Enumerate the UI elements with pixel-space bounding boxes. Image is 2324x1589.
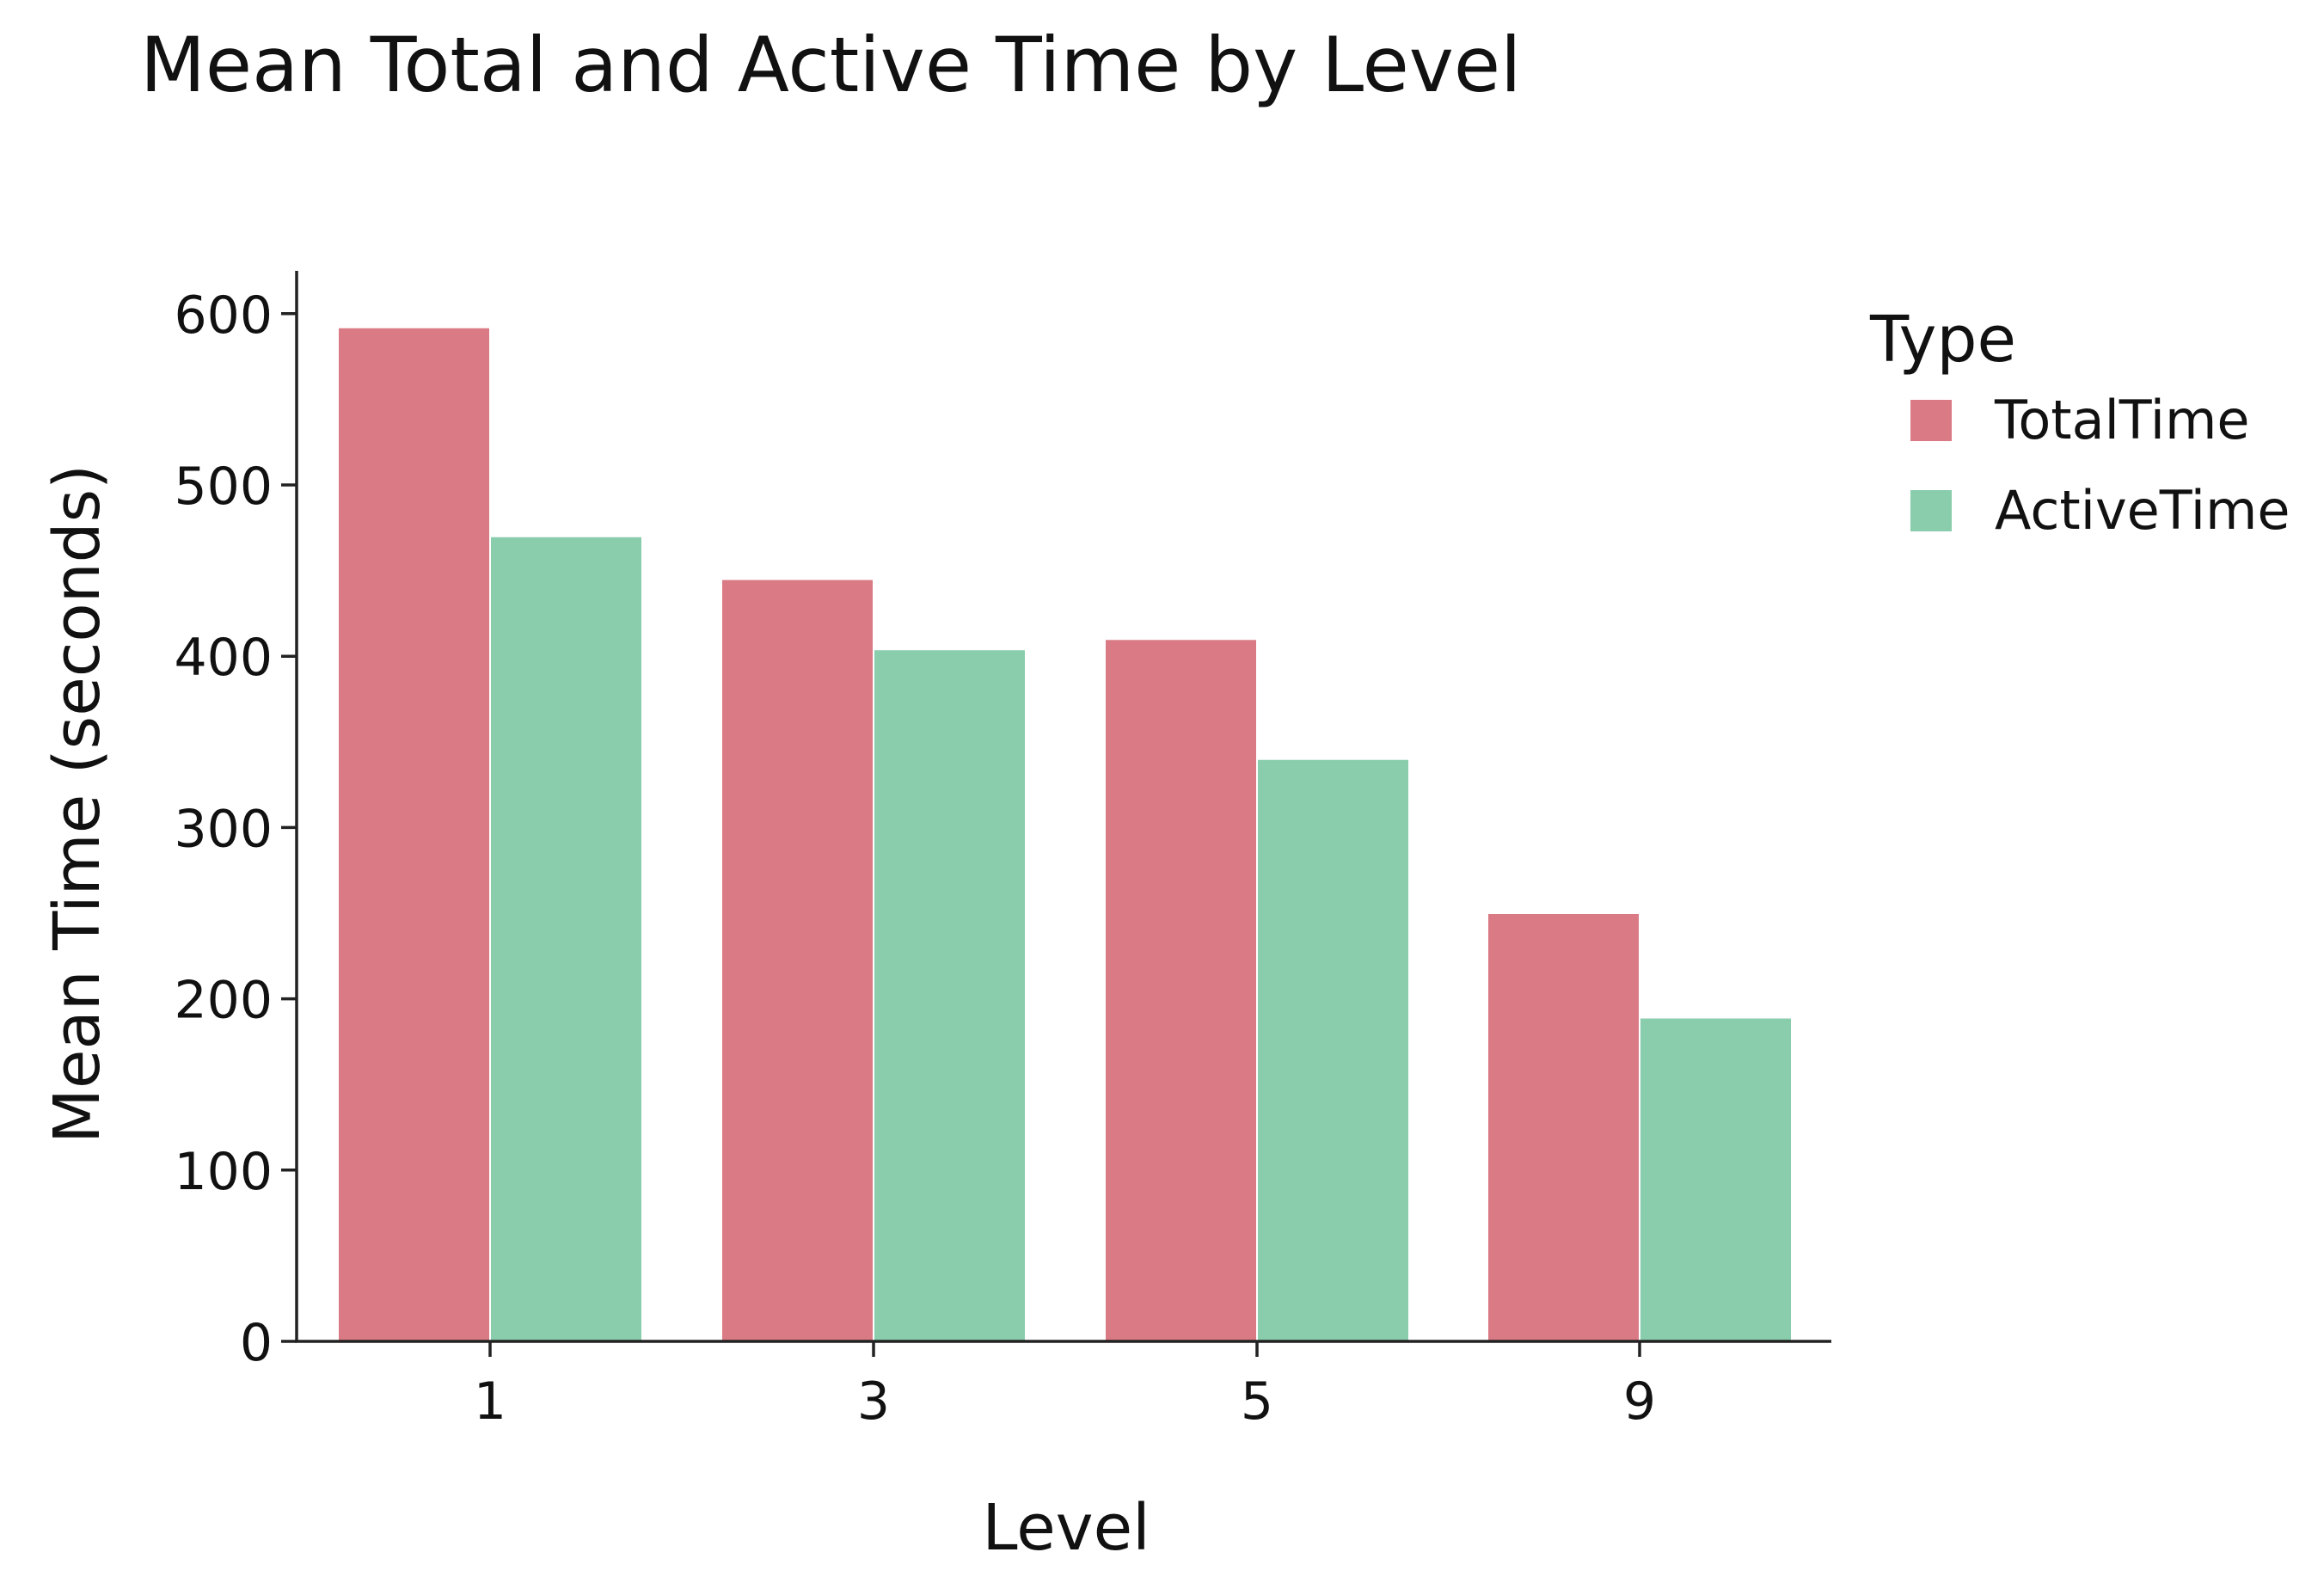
bar-totaltime-level-5 — [1104, 638, 1258, 1342]
legend-swatch-totaltime — [1910, 400, 1952, 441]
axes-layer — [295, 271, 1831, 1343]
y-axis-label: Mean Time (seconds) — [40, 464, 114, 1144]
legend: Type TotalTime ActiveTime — [1869, 303, 2290, 542]
y-tick-label: 500 — [174, 457, 273, 517]
legend-swatch-activetime — [1910, 490, 1952, 531]
y-tick-label: 0 — [240, 1313, 273, 1373]
bar-totaltime-level-9 — [1487, 912, 1640, 1342]
bar-totaltime-level-3 — [721, 578, 874, 1342]
bar-totaltime-level-1 — [337, 326, 491, 1343]
x-tick-label: 3 — [857, 1371, 890, 1432]
legend-label-activetime: ActiveTime — [1995, 479, 2290, 542]
y-tick-label: 200 — [174, 971, 273, 1031]
bars-layer — [337, 326, 1793, 1343]
ticks-layer: 0 100 200 300 400 500 600 1 3 5 9 — [174, 285, 1656, 1432]
x-tick-label: 9 — [1623, 1371, 1656, 1432]
x-tick-label: 1 — [474, 1371, 506, 1432]
y-tick-label: 600 — [174, 285, 273, 346]
x-axis-label: Level — [982, 1491, 1150, 1565]
chart-title: Mean Total and Active Time by Level — [140, 21, 1522, 109]
bar-activetime-level-1 — [489, 535, 643, 1342]
y-tick-label: 100 — [174, 1142, 273, 1202]
bar-activetime-level-5 — [1256, 758, 1410, 1342]
legend-items: TotalTime ActiveTime — [1910, 389, 2290, 542]
x-tick-label: 5 — [1241, 1371, 1273, 1432]
y-tick-label: 300 — [174, 799, 273, 859]
bar-activetime-level-9 — [1639, 1016, 1793, 1342]
y-tick-label: 400 — [174, 628, 273, 688]
legend-title: Type — [1869, 303, 2016, 377]
legend-label-totaltime: TotalTime — [1994, 389, 2250, 451]
bar-activetime-level-3 — [873, 648, 1027, 1342]
